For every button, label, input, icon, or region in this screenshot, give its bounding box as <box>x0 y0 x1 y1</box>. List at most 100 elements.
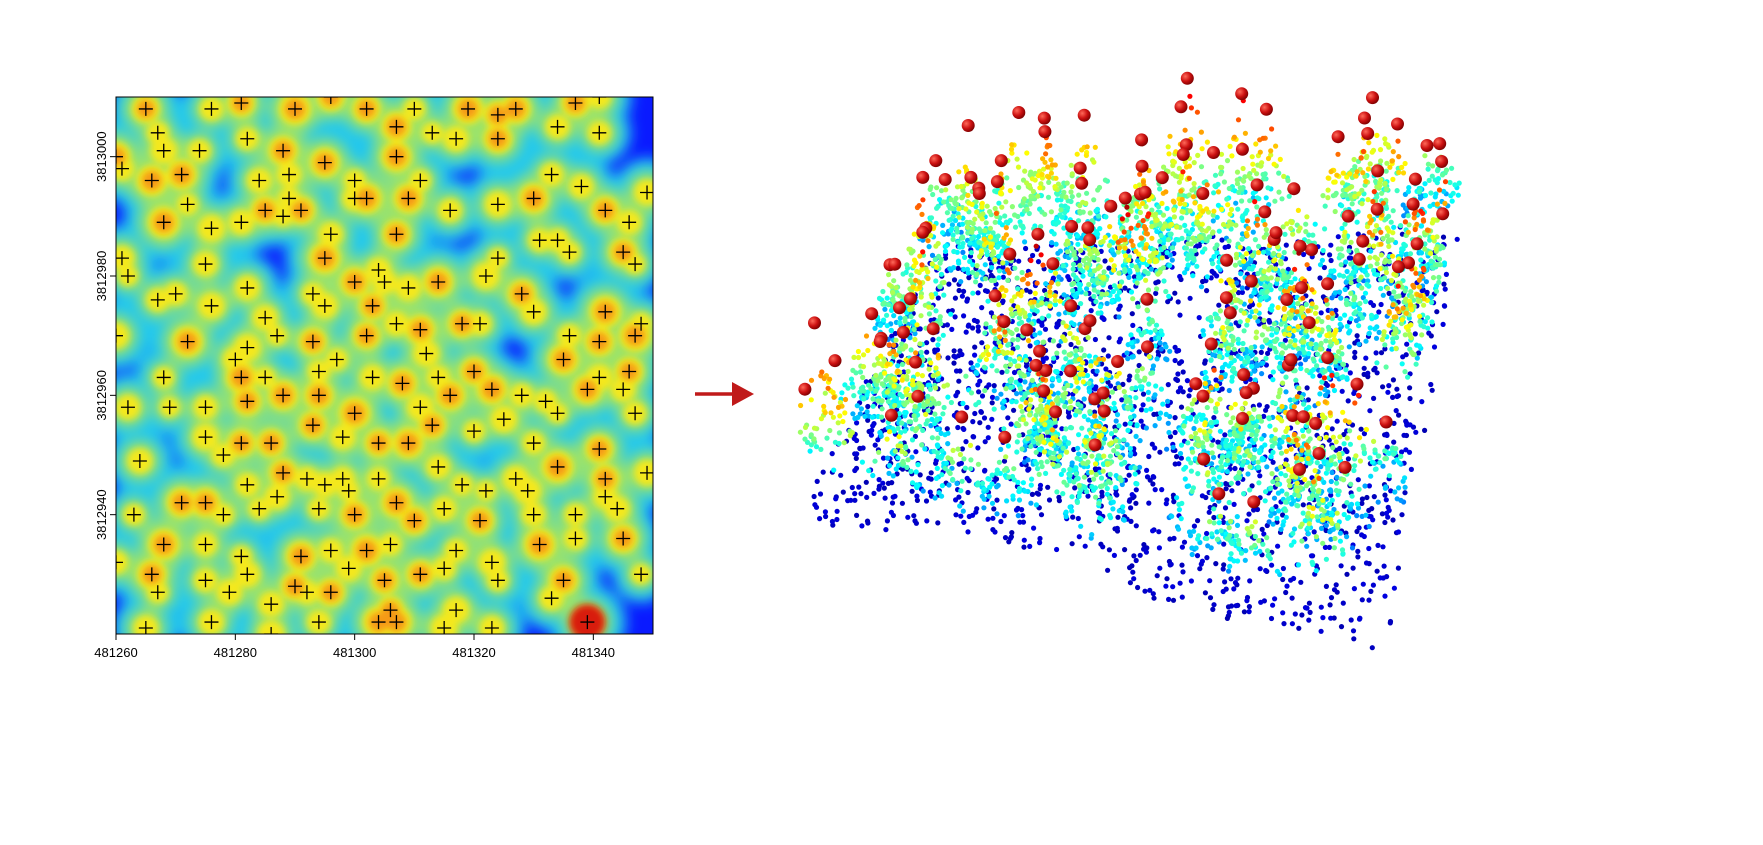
tree-top-marker <box>341 561 356 576</box>
tree-top-marker <box>598 489 613 504</box>
lidar-point <box>1204 274 1210 280</box>
lidar-point <box>1208 357 1214 363</box>
lidar-point <box>958 279 964 285</box>
lidar-point <box>1247 314 1253 320</box>
lidar-point <box>1344 268 1350 275</box>
tree-top-marker <box>116 149 123 164</box>
tree-top-marker <box>192 143 207 158</box>
lidar-point <box>1019 319 1025 325</box>
lidar-point <box>975 234 982 240</box>
lidar-point <box>1251 290 1257 296</box>
lidar-point <box>1000 260 1006 266</box>
tree-top-marker <box>628 406 643 421</box>
lidar-point <box>1372 365 1378 371</box>
lidar-point <box>1389 346 1395 352</box>
lidar-point <box>1054 324 1060 330</box>
lidar-point <box>1348 316 1354 322</box>
tree-top-marker <box>234 436 249 451</box>
lidar-point <box>1134 267 1141 273</box>
lidar-point <box>1015 337 1021 343</box>
tree-top-marker <box>449 131 464 146</box>
lidar-point <box>1342 312 1348 318</box>
lidar-point <box>1156 204 1162 210</box>
lidar-point <box>1027 343 1033 349</box>
lidar-point <box>1027 312 1033 318</box>
lidar-point <box>1015 164 1022 170</box>
lidar-point <box>1412 226 1418 233</box>
lidar-point <box>1286 193 1292 199</box>
lidar-point <box>1430 163 1436 169</box>
lidar-point <box>1233 200 1239 206</box>
lidar-point <box>944 426 950 432</box>
lidar-point <box>949 326 955 332</box>
lidar-point <box>881 300 887 306</box>
lidar-point <box>1212 183 1218 189</box>
tree-top-marker <box>234 215 249 230</box>
lidar-point <box>1048 170 1054 176</box>
lidar-point <box>1225 325 1231 331</box>
lidar-point <box>1046 179 1052 185</box>
lidar-point <box>998 391 1004 397</box>
lidar-point <box>1312 221 1318 227</box>
lidar-point <box>888 307 895 313</box>
lidar-point <box>1014 327 1020 333</box>
lidar-point <box>1408 466 1414 472</box>
lidar-point <box>1145 213 1151 219</box>
lidar-point <box>1427 203 1433 209</box>
lidar-point <box>1145 287 1152 293</box>
lidar-point <box>1259 332 1265 338</box>
lidar-point <box>1122 245 1128 251</box>
lidar-point <box>1390 176 1396 182</box>
tree-top-markers <box>116 97 653 634</box>
lidar-point <box>1363 178 1369 185</box>
lidar-point <box>1422 181 1428 187</box>
lidar-point <box>1030 252 1036 259</box>
lidar-point <box>982 228 988 234</box>
lidar-point <box>1374 360 1380 366</box>
lidar-point <box>1289 220 1295 226</box>
tree-top-marker <box>276 143 291 158</box>
lidar-point <box>1103 214 1109 220</box>
lidar-point <box>1371 243 1377 249</box>
tree-top-marker <box>317 298 332 313</box>
lidar-point <box>1327 252 1333 258</box>
lidar-point <box>1329 426 1335 432</box>
tree-top-marker <box>490 131 505 146</box>
lidar-point <box>970 419 976 425</box>
lidar-point <box>1422 246 1428 252</box>
lidar-point <box>1399 164 1405 170</box>
lidar-point <box>954 201 960 207</box>
tree-top-marker <box>526 304 541 319</box>
lidar-point <box>1241 328 1247 334</box>
lidar-point <box>1086 353 1092 359</box>
lidar-point <box>1182 201 1188 207</box>
lidar-point <box>1417 195 1424 201</box>
lidar-point <box>1052 297 1058 303</box>
lidar-point <box>1061 292 1067 298</box>
lidar-point <box>1158 386 1164 392</box>
tree-top-marker <box>574 179 589 194</box>
tree-top-marker <box>270 328 285 343</box>
lidar-point <box>1239 236 1245 242</box>
lidar-point <box>1373 314 1379 320</box>
lidar-point <box>1377 277 1384 283</box>
lidar-point <box>976 226 982 232</box>
lidar-point <box>938 188 945 194</box>
lidar-point <box>1351 156 1357 163</box>
tree-top-marker <box>150 292 165 307</box>
lidar-point <box>1126 377 1132 383</box>
lidar-point <box>1064 249 1071 255</box>
lidar-point <box>1250 190 1256 196</box>
lidar-point <box>1048 209 1054 215</box>
lidar-point <box>1019 230 1025 236</box>
x-tick-label: 481260 <box>94 645 137 660</box>
lidar-point <box>1240 213 1246 219</box>
lidar-point <box>1022 168 1028 174</box>
lidar-point <box>965 270 971 276</box>
tree-top-marker <box>514 286 529 301</box>
lidar-point <box>1086 257 1093 263</box>
lidar-point <box>992 355 998 361</box>
lidar-point <box>1172 290 1178 296</box>
lidar-point <box>1122 253 1128 259</box>
tree-top-marker <box>180 334 195 349</box>
